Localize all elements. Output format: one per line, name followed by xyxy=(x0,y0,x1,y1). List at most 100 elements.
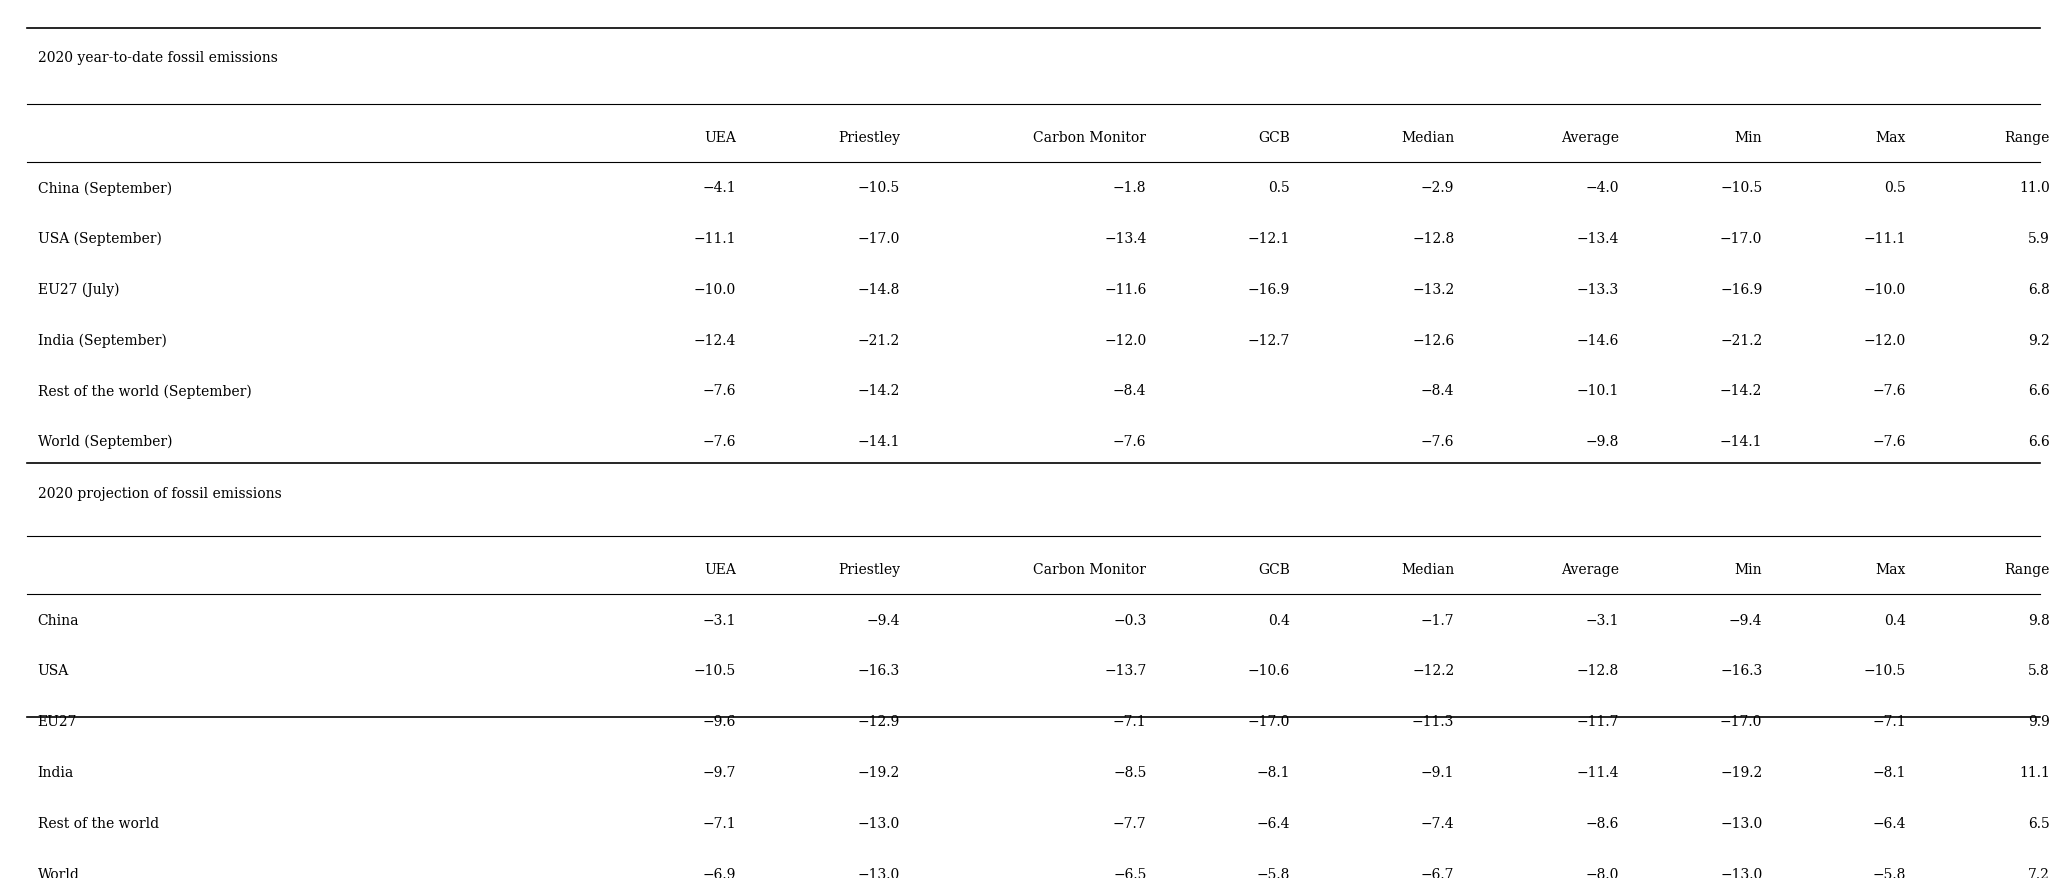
Text: Range: Range xyxy=(2005,562,2050,576)
Text: −12.2: −12.2 xyxy=(1412,664,1455,678)
Text: −11.3: −11.3 xyxy=(1412,715,1455,729)
Text: −13.0: −13.0 xyxy=(858,816,899,830)
Text: −8.4: −8.4 xyxy=(1420,384,1455,398)
Text: −7.6: −7.6 xyxy=(1873,384,1906,398)
Text: Average: Average xyxy=(1561,562,1618,576)
Text: −12.0: −12.0 xyxy=(1104,334,1147,348)
Text: −17.0: −17.0 xyxy=(1720,715,1763,729)
Text: Median: Median xyxy=(1401,562,1455,576)
Text: −17.0: −17.0 xyxy=(1248,715,1290,729)
Text: −14.1: −14.1 xyxy=(858,435,899,449)
Text: −17.0: −17.0 xyxy=(858,232,899,246)
Text: 6.6: 6.6 xyxy=(2028,435,2050,449)
Text: −17.0: −17.0 xyxy=(1720,232,1763,246)
Text: −1.7: −1.7 xyxy=(1420,613,1455,627)
Text: −16.3: −16.3 xyxy=(858,664,899,678)
Text: Min: Min xyxy=(1734,562,1763,576)
Text: 5.9: 5.9 xyxy=(2028,232,2050,246)
Text: −8.1: −8.1 xyxy=(1257,765,1290,779)
Text: −9.6: −9.6 xyxy=(703,715,736,729)
Text: World: World xyxy=(37,867,81,878)
Text: EU27 (July): EU27 (July) xyxy=(37,283,120,297)
Text: −7.6: −7.6 xyxy=(1112,435,1147,449)
Text: 9.8: 9.8 xyxy=(2028,613,2050,627)
Text: −21.2: −21.2 xyxy=(858,334,899,348)
Text: −11.4: −11.4 xyxy=(1577,765,1618,779)
Text: −13.7: −13.7 xyxy=(1104,664,1147,678)
Text: 7.2: 7.2 xyxy=(2028,867,2050,878)
Text: −13.0: −13.0 xyxy=(1720,867,1763,878)
Text: −12.8: −12.8 xyxy=(1412,232,1455,246)
Text: India (September): India (September) xyxy=(37,333,167,348)
Text: 2020 year-to-date fossil emissions: 2020 year-to-date fossil emissions xyxy=(37,51,277,65)
Text: Max: Max xyxy=(1875,562,1906,576)
Text: −10.1: −10.1 xyxy=(1577,384,1618,398)
Text: −12.6: −12.6 xyxy=(1412,334,1455,348)
Text: −7.6: −7.6 xyxy=(703,435,736,449)
Text: −14.2: −14.2 xyxy=(1720,384,1763,398)
Text: 0.4: 0.4 xyxy=(1269,613,1290,627)
Text: −4.0: −4.0 xyxy=(1585,181,1618,195)
Text: −7.4: −7.4 xyxy=(1420,816,1455,830)
Text: −5.8: −5.8 xyxy=(1257,867,1290,878)
Text: −7.6: −7.6 xyxy=(1420,435,1455,449)
Text: −13.0: −13.0 xyxy=(1720,816,1763,830)
Text: −10.5: −10.5 xyxy=(695,664,736,678)
Text: −10.5: −10.5 xyxy=(1864,664,1906,678)
Text: −16.9: −16.9 xyxy=(1720,283,1763,297)
Text: −12.9: −12.9 xyxy=(858,715,899,729)
Text: GCB: GCB xyxy=(1259,130,1290,144)
Text: −6.7: −6.7 xyxy=(1420,867,1455,878)
Text: −8.6: −8.6 xyxy=(1585,816,1618,830)
Text: −7.1: −7.1 xyxy=(1873,715,1906,729)
Text: −11.1: −11.1 xyxy=(1864,232,1906,246)
Text: −8.1: −8.1 xyxy=(1873,765,1906,779)
Text: 11.1: 11.1 xyxy=(2019,765,2050,779)
Text: 5.8: 5.8 xyxy=(2028,664,2050,678)
Text: −6.5: −6.5 xyxy=(1112,867,1147,878)
Text: Priestley: Priestley xyxy=(837,130,899,144)
Text: 6.6: 6.6 xyxy=(2028,384,2050,398)
Text: −10.5: −10.5 xyxy=(1720,181,1763,195)
Text: −14.6: −14.6 xyxy=(1577,334,1618,348)
Text: −9.8: −9.8 xyxy=(1585,435,1618,449)
Text: UEA: UEA xyxy=(705,562,736,576)
Text: −12.4: −12.4 xyxy=(692,334,736,348)
Text: −12.8: −12.8 xyxy=(1577,664,1618,678)
Text: −10.0: −10.0 xyxy=(695,283,736,297)
Text: China: China xyxy=(37,613,79,627)
Text: 2020 projection of fossil emissions: 2020 projection of fossil emissions xyxy=(37,486,281,500)
Text: −13.3: −13.3 xyxy=(1577,283,1618,297)
Text: −7.6: −7.6 xyxy=(1873,435,1906,449)
Text: EU27: EU27 xyxy=(37,715,76,729)
Text: Min: Min xyxy=(1734,130,1763,144)
Text: −0.3: −0.3 xyxy=(1112,613,1147,627)
Text: Max: Max xyxy=(1875,130,1906,144)
Text: −13.4: −13.4 xyxy=(1104,232,1147,246)
Text: −8.5: −8.5 xyxy=(1112,765,1147,779)
Text: −8.0: −8.0 xyxy=(1585,867,1618,878)
Text: −12.0: −12.0 xyxy=(1864,334,1906,348)
Text: −10.0: −10.0 xyxy=(1864,283,1906,297)
Text: −11.1: −11.1 xyxy=(692,232,736,246)
Text: Range: Range xyxy=(2005,130,2050,144)
Text: −8.4: −8.4 xyxy=(1112,384,1147,398)
Text: −4.1: −4.1 xyxy=(703,181,736,195)
Text: −6.9: −6.9 xyxy=(703,867,736,878)
Text: Priestley: Priestley xyxy=(837,562,899,576)
Text: −7.6: −7.6 xyxy=(703,384,736,398)
Text: −6.4: −6.4 xyxy=(1873,816,1906,830)
Text: −12.1: −12.1 xyxy=(1248,232,1290,246)
Text: −11.6: −11.6 xyxy=(1104,283,1147,297)
Text: −14.2: −14.2 xyxy=(858,384,899,398)
Text: −14.1: −14.1 xyxy=(1720,435,1763,449)
Text: 0.5: 0.5 xyxy=(1885,181,1906,195)
Text: −13.4: −13.4 xyxy=(1577,232,1618,246)
Text: −2.9: −2.9 xyxy=(1420,181,1455,195)
Text: −9.4: −9.4 xyxy=(1728,613,1763,627)
Text: −9.1: −9.1 xyxy=(1420,765,1455,779)
Text: 11.0: 11.0 xyxy=(2019,181,2050,195)
Text: −10.5: −10.5 xyxy=(858,181,899,195)
Text: −3.1: −3.1 xyxy=(703,613,736,627)
Text: 0.4: 0.4 xyxy=(1885,613,1906,627)
